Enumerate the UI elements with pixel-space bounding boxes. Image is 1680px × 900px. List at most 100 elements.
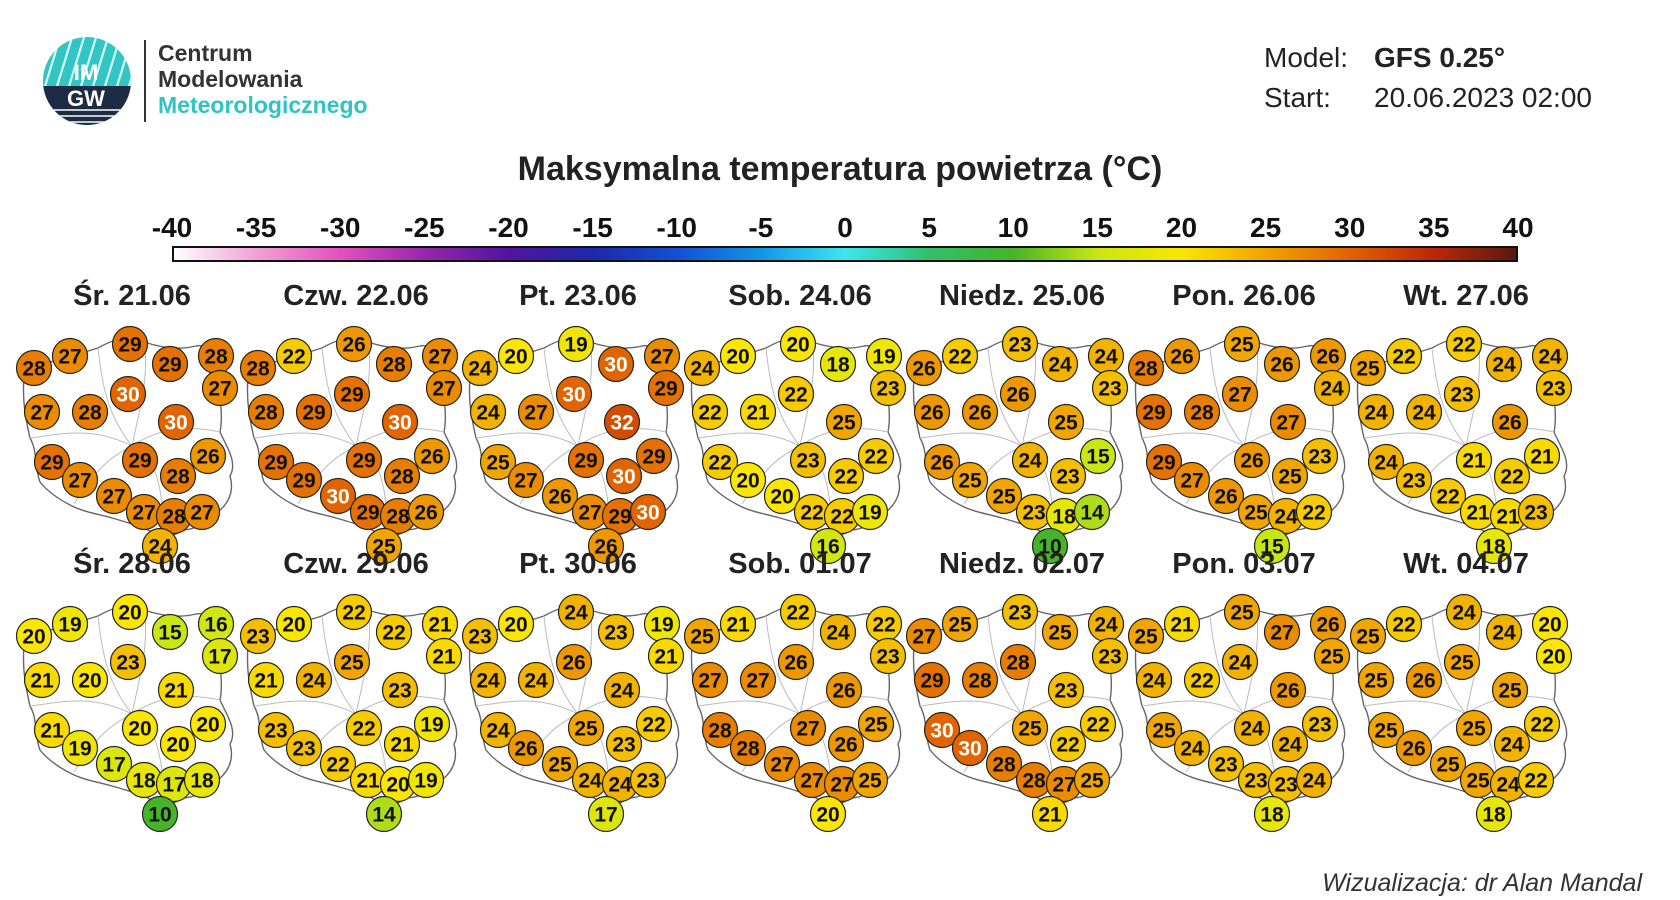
- station-marker: 16: [809, 527, 847, 565]
- station-circle: [479, 443, 517, 481]
- station-value: 27: [68, 470, 91, 493]
- station-value: 19: [872, 346, 895, 369]
- station-circle: [333, 375, 371, 413]
- region-border: [1209, 347, 1245, 447]
- station-marker: 29: [913, 661, 951, 699]
- station-marker: 22: [1517, 761, 1555, 799]
- station-marker: 23: [1267, 765, 1305, 803]
- station-value: 27: [796, 718, 819, 741]
- station-marker: 27: [1173, 461, 1211, 499]
- region-border: [1363, 432, 1467, 447]
- station-circle: [1031, 795, 1069, 833]
- station-value: 22: [1500, 466, 1523, 489]
- station-value: 26: [834, 734, 857, 757]
- station-value: 24: [1452, 602, 1476, 625]
- station-marker: 24: [295, 661, 333, 699]
- station-circle: [381, 403, 419, 441]
- station-circle: [683, 349, 721, 387]
- station-value: 22: [382, 622, 405, 645]
- station-marker: 26: [1309, 337, 1347, 375]
- station-value: 18: [1482, 804, 1506, 827]
- station-marker: 25: [365, 527, 403, 565]
- station-marker: 19: [51, 605, 89, 643]
- station-circle: [159, 457, 197, 495]
- station-circle: [597, 613, 635, 651]
- station-value: 22: [352, 718, 375, 741]
- station-circle: [345, 709, 383, 747]
- station-value: 27: [1270, 622, 1293, 645]
- station-circle: [141, 795, 179, 833]
- station-value: 24: [564, 602, 588, 625]
- station-value: 26: [1402, 738, 1425, 761]
- station-marker: 19: [413, 705, 451, 743]
- scale-tick-label: -30: [320, 212, 361, 243]
- station-value: 28: [162, 506, 186, 529]
- station-circle: [1047, 403, 1085, 441]
- station-circle: [905, 617, 943, 655]
- station-marker: 26: [999, 375, 1037, 413]
- station-value: 23: [796, 450, 819, 473]
- station-value: 25: [1356, 626, 1380, 649]
- station-value: 27: [428, 346, 451, 369]
- station-circle: [1357, 661, 1395, 699]
- station-value: 29: [128, 450, 151, 473]
- station-marker: 22: [375, 613, 413, 651]
- station-value: 28: [254, 402, 278, 425]
- station-value: 10: [148, 804, 171, 827]
- station-marker: 26: [961, 393, 999, 431]
- station-value: 26: [548, 486, 571, 509]
- station-value: 16: [204, 614, 227, 637]
- station-value: 22: [830, 506, 853, 529]
- station-marker: 23: [1301, 437, 1339, 475]
- station-marker: 24: [1233, 709, 1271, 747]
- region-border: [697, 700, 801, 715]
- station-marker: 25: [1047, 403, 1085, 441]
- station-value: 29: [292, 470, 315, 493]
- station-value: 24: [524, 670, 548, 693]
- station-marker: 25: [1271, 457, 1309, 495]
- station-circle: [1253, 527, 1291, 565]
- scale-tick-label: 35: [1418, 212, 1450, 243]
- station-marker: 23: [1015, 493, 1053, 531]
- station-value: 20: [282, 614, 305, 637]
- station-value: 26: [930, 452, 953, 475]
- station-circle: [507, 461, 545, 499]
- station-marker: 25: [857, 705, 895, 743]
- station-circle: [23, 393, 61, 431]
- station-marker: 24: [141, 527, 179, 565]
- station-marker: 23: [1517, 493, 1555, 531]
- station-value: 20: [770, 486, 793, 509]
- station-marker: 25: [951, 461, 989, 499]
- station-marker: 22: [1385, 605, 1423, 643]
- station-value: 22: [800, 502, 823, 525]
- station-marker: 28: [247, 393, 285, 431]
- station-circle: [1253, 795, 1291, 833]
- region-border: [697, 432, 801, 447]
- station-marker: 23: [1535, 369, 1573, 407]
- station-value: 26: [1276, 680, 1299, 703]
- station-circle: [541, 477, 579, 515]
- station-marker: 10: [141, 795, 179, 833]
- region-border: [1141, 700, 1245, 715]
- station-value: 26: [1170, 346, 1193, 369]
- station-circle: [1207, 477, 1245, 515]
- station-marker: 29: [1145, 443, 1183, 481]
- station-value: 22: [784, 384, 807, 407]
- station-value: 24: [1302, 770, 1326, 793]
- station-marker: 26: [335, 325, 373, 363]
- station-value: 25: [1152, 720, 1176, 743]
- station-marker: 19: [865, 337, 903, 375]
- station-marker: 21: [425, 637, 463, 675]
- scale-tick-label: 30: [1334, 212, 1366, 243]
- station-marker: 24: [1173, 729, 1211, 767]
- station-circle: [789, 709, 827, 747]
- station-circle: [1073, 493, 1111, 531]
- station-marker: 30: [597, 345, 635, 383]
- station-value: 28: [386, 506, 410, 529]
- station-marker: 23: [461, 617, 499, 655]
- station-circle: [605, 725, 643, 763]
- station-circle: [605, 457, 643, 495]
- station-value: 20: [1542, 646, 1565, 669]
